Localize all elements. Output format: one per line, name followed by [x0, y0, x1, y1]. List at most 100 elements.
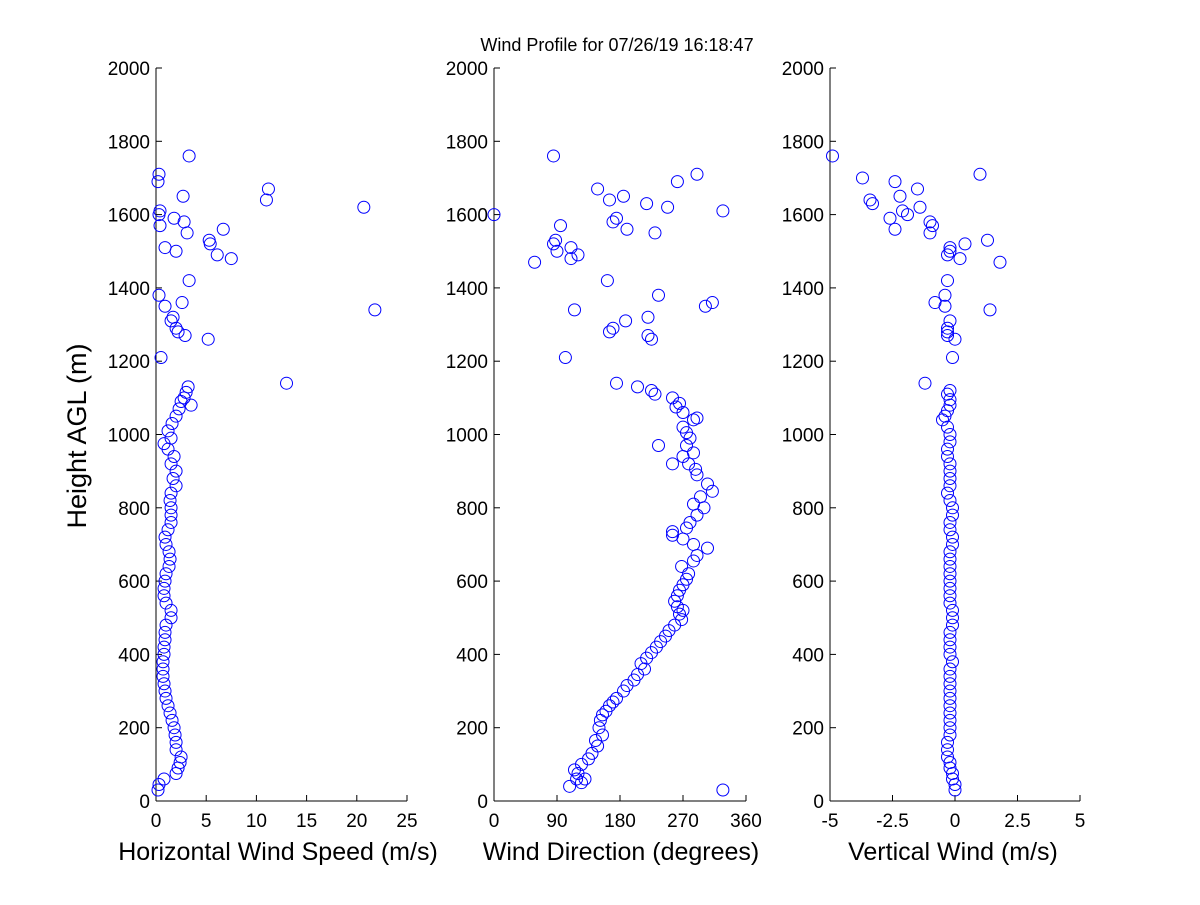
- wind-direction-data-point: [694, 490, 707, 504]
- wind-direction-data-point: [648, 387, 662, 401]
- wind-direction-data-point: [596, 708, 609, 722]
- horizontal-wind-speed-data-point: [161, 424, 175, 438]
- wind-direction-ytick-label: 0: [477, 792, 488, 813]
- vertical-wind-data-point: [883, 211, 897, 225]
- horizontal-wind-speed-data-point: [158, 625, 172, 639]
- wind-direction-data-point: [687, 537, 700, 551]
- horizontal-wind-speed-ytick-label: 1600: [108, 206, 150, 227]
- horizontal-wind-speed-data-point: [164, 501, 178, 515]
- wind-direction-data-point: [571, 248, 585, 262]
- horizontal-wind-speed-data-point: [173, 756, 187, 770]
- wind-direction-data-point: [687, 497, 700, 511]
- vertical-wind-data-point: [911, 182, 924, 196]
- wind-direction-ytick-label: 1800: [446, 132, 488, 153]
- horizontal-wind-speed-ytick-label: 600: [118, 572, 150, 593]
- horizontal-wind-speed-data-point: [151, 175, 165, 189]
- horizontal-wind-speed-data-point: [154, 351, 168, 365]
- horizontal-wind-speed-data-point: [156, 662, 170, 676]
- vertical-wind-data-point: [943, 493, 957, 507]
- horizontal-wind-speed-data-point: [157, 677, 171, 691]
- vertical-wind-data-point: [943, 706, 957, 720]
- horizontal-wind-speed-data-point: [169, 743, 183, 757]
- wind-direction-data-point: [701, 541, 714, 555]
- wind-direction-data-point: [698, 299, 712, 313]
- vertical-wind-data-point: [946, 508, 959, 522]
- horizontal-wind-speed-data-point: [172, 402, 186, 416]
- vertical-wind-ytick-label: 1600: [782, 206, 824, 227]
- wind-direction-data-point: [554, 219, 567, 233]
- horizontal-wind-speed-ytick-label: 800: [118, 499, 150, 520]
- horizontal-wind-speed-data-point: [164, 515, 178, 529]
- vertical-wind-data-point: [941, 248, 954, 262]
- wind-direction-data-point: [547, 149, 560, 163]
- wind-direction-data-point: [606, 695, 620, 709]
- wind-direction-data-point: [592, 721, 606, 735]
- wind-direction-data-point: [690, 508, 704, 522]
- horizontal-wind-speed-data-point: [210, 248, 224, 262]
- wind-direction-ytick-label: 1600: [446, 206, 488, 227]
- horizontal-wind-speed-data-point: [164, 457, 178, 471]
- horizontal-wind-speed-data-point: [156, 655, 170, 669]
- vertical-wind-data-point: [863, 193, 877, 207]
- horizontal-wind-speed-xtick-label: 20: [346, 811, 367, 832]
- vertical-wind-data-point: [941, 321, 954, 335]
- horizontal-wind-speed-data-point: [168, 728, 182, 742]
- vertical-wind-data-point: [943, 756, 957, 770]
- horizontal-wind-speed-data-point: [153, 219, 167, 233]
- vertical-wind-data-point: [943, 647, 957, 661]
- horizontal-wind-speed-data-point: [368, 303, 382, 317]
- vertical-wind-data-point: [981, 233, 994, 247]
- vertical-wind-data-point: [928, 296, 942, 310]
- wind-direction-data-point: [575, 776, 588, 790]
- vertical-wind-data-point: [893, 189, 907, 203]
- vertical-wind-data-point: [946, 655, 959, 669]
- horizontal-wind-speed-data-point: [159, 618, 173, 632]
- wind-direction-data-point: [487, 208, 501, 222]
- wind-direction-data-point: [563, 779, 577, 793]
- horizontal-wind-speed-data-point: [161, 523, 175, 537]
- horizontal-wind-speed-ytick-label: 1800: [108, 132, 150, 153]
- horizontal-wind-speed-data-point: [158, 574, 172, 588]
- vertical-wind-data-point: [943, 464, 957, 478]
- vertical-wind-panel: 0 200 400 600 800 1000 1200 1400 1600 1800 2000 -5 -…: [782, 59, 1086, 866]
- horizontal-wind-speed-data-point: [169, 464, 183, 478]
- wind-direction-ytick-label: 600: [456, 572, 488, 593]
- vertical-wind-xtick-label: -5: [822, 811, 839, 832]
- vertical-wind-data-point: [973, 167, 987, 181]
- vertical-wind-data-point: [946, 537, 959, 551]
- horizontal-wind-speed-data-point: [158, 530, 172, 544]
- vertical-wind-data-point: [946, 618, 959, 632]
- vertical-wind-data-point: [943, 552, 957, 566]
- vertical-wind-data-point: [826, 149, 839, 163]
- horizontal-wind-speed-ytick-label: 1200: [108, 352, 150, 373]
- horizontal-wind-speed-data-point: [280, 376, 294, 390]
- wind-direction-data-point: [687, 413, 700, 427]
- horizontal-wind-speed-data-point: [161, 699, 175, 713]
- vertical-wind-data-point: [943, 721, 957, 735]
- horizontal-wind-speed-data-point: [167, 721, 181, 735]
- horizontal-wind-speed-data-point: [164, 508, 178, 522]
- wind-direction-xtick-label: 0: [489, 811, 500, 832]
- wind-direction-data-point: [547, 237, 560, 251]
- vertical-wind-data-point: [948, 783, 962, 797]
- horizontal-wind-speed-data-point: [159, 537, 173, 551]
- horizontal-wind-speed-data-point: [216, 222, 230, 236]
- wind-direction-data-point: [610, 376, 623, 390]
- wind-direction-data-point: [550, 244, 564, 258]
- vertical-wind-axes: 0 200 400 600 800 1000 1200 1400 1600 1800 2000 -5 -…: [782, 59, 1086, 832]
- wind-direction-data-point: [570, 772, 584, 786]
- vertical-wind-data-point: [943, 596, 957, 610]
- vertical-wind-ytick-label: 2000: [782, 59, 824, 80]
- horizontal-wind-speed-data-point: [181, 380, 195, 394]
- horizontal-wind-speed-data-point: [201, 332, 215, 346]
- wind-direction-data-point: [606, 215, 620, 229]
- vertical-wind-data-point: [943, 713, 957, 727]
- wind-direction-data-point: [666, 528, 679, 542]
- vertical-wind-data-point: [943, 684, 957, 698]
- wind-direction-data-point: [558, 351, 572, 365]
- horizontal-wind-speed-xtick-label: 15: [296, 811, 317, 832]
- horizontal-wind-speed-data-point: [169, 409, 183, 423]
- wind-direction-data-point: [631, 380, 644, 394]
- vertical-wind-data-point: [993, 255, 1007, 269]
- horizontal-wind-speed-data-point: [159, 567, 173, 581]
